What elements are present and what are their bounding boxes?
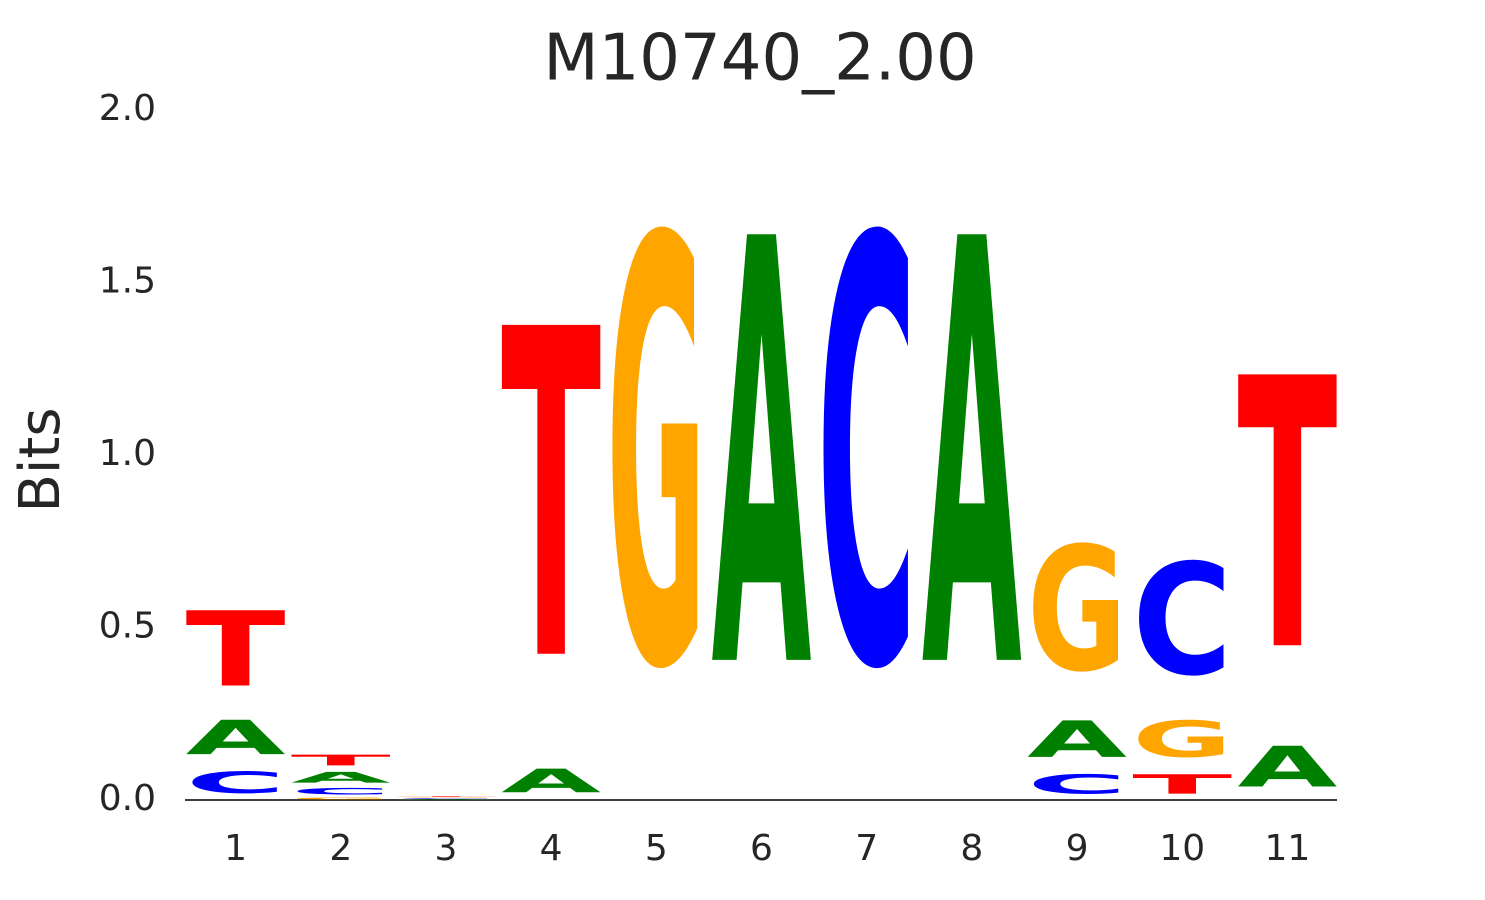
x-tick-label: 1 [224, 828, 247, 869]
letter: C [1132, 532, 1232, 711]
letter: C [817, 119, 917, 798]
chart-title: M10740_2.00 [543, 22, 976, 96]
letter: G [1027, 511, 1127, 710]
letter: A [291, 769, 391, 786]
letter: C [396, 798, 496, 799]
x-tick-label: 2 [329, 828, 352, 869]
letter: G [291, 797, 391, 800]
letter: T [1132, 769, 1232, 800]
y-tick-label: 0.0 [99, 778, 156, 819]
letter: C [291, 786, 391, 796]
letter: A [396, 799, 496, 800]
letter: A [922, 119, 1023, 798]
letter: A [1237, 735, 1337, 800]
x-tick-label: 9 [1066, 828, 1089, 869]
x-tick-label: 11 [1265, 828, 1311, 869]
letter: A [501, 763, 601, 801]
y-tick-label: 2.0 [99, 88, 156, 129]
letter: A [186, 710, 286, 765]
letter: T [291, 752, 391, 769]
letter: G [1132, 711, 1232, 769]
x-tick-label: 3 [435, 828, 458, 869]
letter: C [186, 766, 286, 800]
y-axis-label: Bits [8, 407, 73, 512]
x-tick-label: 6 [750, 828, 773, 869]
letter: A [1027, 711, 1127, 769]
letter: C [1027, 769, 1127, 800]
y-tick-label: 1.0 [99, 433, 156, 474]
x-tick-label: 5 [645, 828, 668, 869]
letter: A [712, 119, 813, 798]
y-tick-label: 0.5 [99, 606, 156, 647]
letter: G [606, 120, 706, 798]
x-tick-label: 4 [540, 828, 563, 869]
letter: T [1237, 301, 1338, 734]
x-tick-label: 8 [960, 828, 983, 869]
x-tick-label: 10 [1159, 828, 1205, 869]
letter: G [396, 797, 496, 798]
x-tick-label: 7 [855, 828, 878, 869]
letter: T [501, 237, 602, 762]
y-tick-label: 1.5 [99, 261, 156, 302]
letter: T [396, 796, 496, 797]
letter: T [186, 589, 286, 710]
